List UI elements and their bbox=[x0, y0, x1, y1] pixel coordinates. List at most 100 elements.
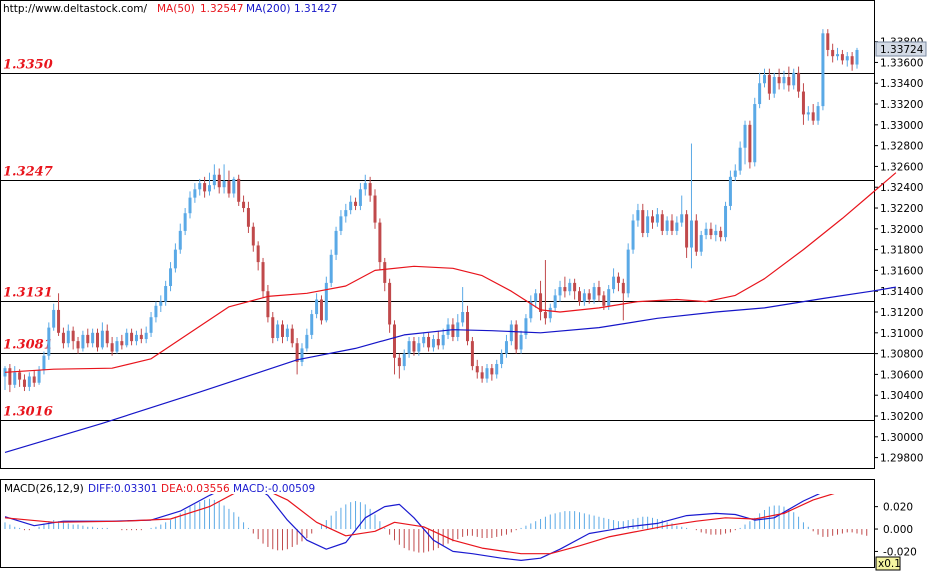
candle bbox=[616, 272, 620, 292]
candle-body bbox=[816, 106, 820, 121]
candle-body bbox=[699, 235, 703, 252]
candle bbox=[256, 241, 260, 271]
ma50-line bbox=[4, 172, 897, 373]
candle bbox=[772, 72, 776, 98]
macd-dea-label: DEA:0.03556 bbox=[161, 483, 230, 495]
price-tick-label: 1.32400 bbox=[880, 182, 923, 194]
candle bbox=[563, 276, 567, 298]
macd-axis: 0.020 0.000 -0.020 bbox=[874, 502, 917, 558]
candles bbox=[3, 29, 859, 393]
candle bbox=[344, 203, 348, 223]
candle-body bbox=[71, 330, 75, 342]
candle-body bbox=[821, 33, 825, 107]
candle bbox=[3, 366, 7, 391]
candle bbox=[276, 320, 280, 342]
zoom-box[interactable] bbox=[875, 556, 901, 571]
candle-body bbox=[198, 183, 202, 190]
candle-body bbox=[344, 210, 348, 217]
candle bbox=[417, 336, 421, 356]
candle bbox=[826, 29, 830, 57]
candle-body bbox=[281, 324, 285, 337]
candle bbox=[57, 293, 61, 336]
candle-body bbox=[188, 197, 192, 214]
candle bbox=[811, 104, 815, 125]
candle bbox=[61, 327, 65, 349]
candle bbox=[626, 243, 630, 298]
candle-body bbox=[397, 357, 401, 367]
candle-body bbox=[534, 293, 538, 302]
candle-body bbox=[217, 174, 221, 188]
candle bbox=[665, 216, 669, 236]
candle bbox=[392, 320, 396, 375]
candle-body bbox=[183, 213, 187, 231]
candle bbox=[573, 278, 577, 300]
candle bbox=[534, 289, 538, 308]
candle bbox=[52, 303, 56, 331]
zoom-label[interactable]: x0.1 bbox=[878, 558, 901, 570]
candle-body bbox=[212, 174, 216, 186]
candle-body bbox=[37, 370, 41, 383]
candle bbox=[568, 278, 572, 296]
candle bbox=[271, 312, 275, 344]
macd-tick-label: 0.020 bbox=[883, 502, 913, 514]
candle bbox=[27, 372, 31, 392]
candle bbox=[612, 268, 616, 294]
candle bbox=[212, 164, 216, 190]
candle bbox=[680, 195, 684, 227]
candle bbox=[548, 303, 552, 323]
candle bbox=[237, 174, 241, 206]
candle-body bbox=[461, 312, 465, 323]
candle-body bbox=[607, 289, 611, 306]
candle bbox=[753, 97, 757, 167]
candle-body bbox=[665, 220, 669, 231]
candle bbox=[339, 210, 343, 236]
candle bbox=[354, 197, 358, 211]
candle-body bbox=[685, 214, 689, 248]
candle-body bbox=[154, 305, 158, 318]
candle bbox=[130, 328, 134, 346]
candle bbox=[8, 364, 12, 393]
candle bbox=[91, 328, 95, 348]
candle bbox=[412, 336, 416, 356]
moving-averages bbox=[4, 172, 897, 453]
candle bbox=[261, 257, 265, 298]
candle-body bbox=[61, 332, 65, 344]
candle bbox=[100, 322, 104, 350]
price-tick-label: 1.31400 bbox=[880, 286, 923, 298]
candle-body bbox=[388, 282, 392, 325]
candle-body bbox=[300, 348, 304, 362]
candle-body bbox=[383, 262, 387, 283]
candle bbox=[378, 218, 382, 271]
level-label: 1.3350 bbox=[3, 58, 53, 73]
candle-body bbox=[772, 76, 776, 94]
candle-body bbox=[120, 341, 124, 346]
candle-body bbox=[855, 49, 859, 65]
candle bbox=[407, 336, 411, 358]
price-tick-label: 1.31200 bbox=[880, 307, 923, 319]
candle bbox=[748, 120, 752, 169]
candle bbox=[777, 68, 781, 90]
price-tick-label: 1.31600 bbox=[880, 265, 923, 277]
candle-body bbox=[178, 230, 182, 250]
candle-body bbox=[602, 295, 606, 306]
candle-body bbox=[110, 343, 114, 352]
candle bbox=[767, 68, 771, 100]
candle-body bbox=[52, 309, 56, 328]
candle-body bbox=[451, 324, 455, 337]
candle-body bbox=[792, 72, 796, 86]
price-tick-label: 1.32000 bbox=[880, 224, 923, 236]
price-tick-label: 1.32200 bbox=[880, 203, 923, 215]
candle-body bbox=[587, 293, 591, 300]
candle bbox=[621, 278, 625, 321]
candle-body bbox=[290, 328, 294, 344]
candle bbox=[251, 222, 255, 252]
candle bbox=[115, 336, 119, 354]
candle-body bbox=[728, 176, 732, 206]
zoom-indicator[interactable]: x0.1 bbox=[875, 556, 901, 571]
candle-body bbox=[349, 201, 353, 211]
candle bbox=[655, 208, 659, 227]
candle-body bbox=[626, 249, 630, 294]
price-tick-label: 1.30000 bbox=[880, 432, 923, 444]
candle-body bbox=[480, 372, 484, 379]
